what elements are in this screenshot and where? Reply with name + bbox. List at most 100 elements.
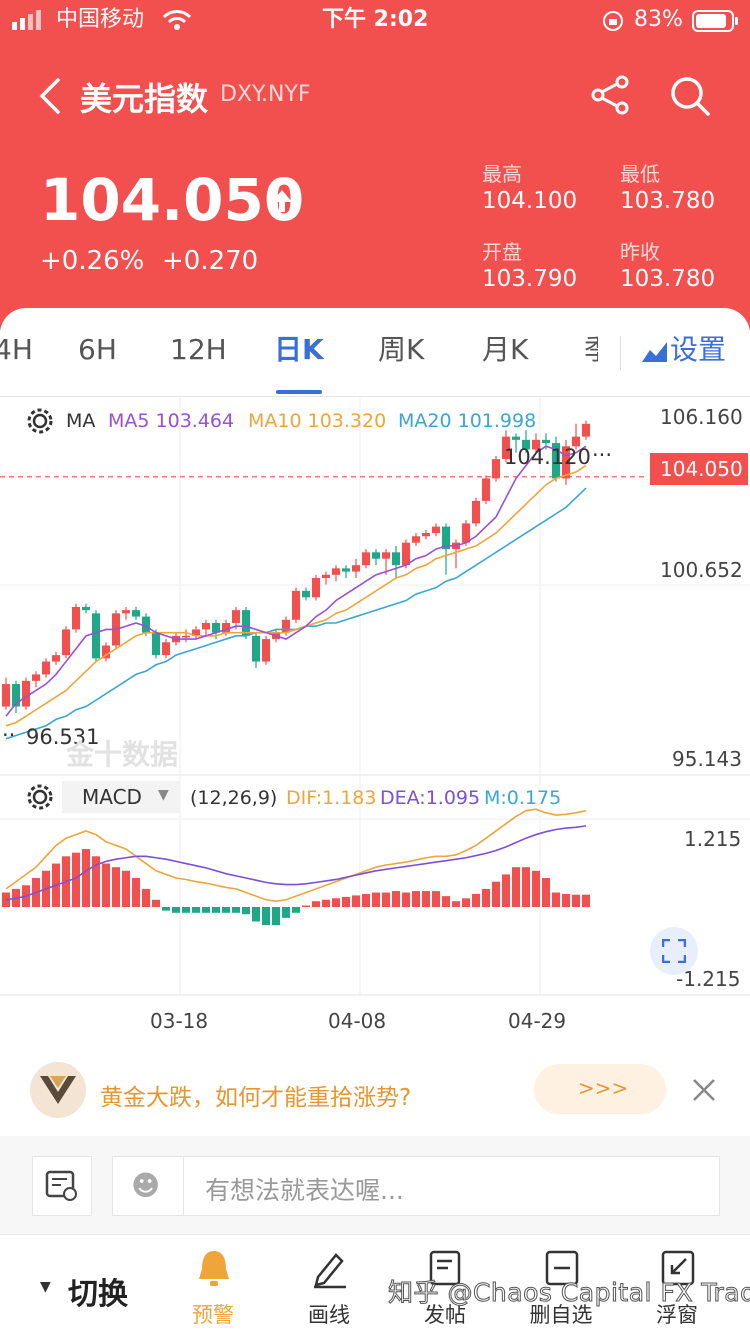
symbol-label: DXY.NYF (220, 82, 311, 107)
macd-dif: DIF:1.183 (286, 787, 377, 809)
current-price: 104.050 (40, 166, 305, 234)
switch-button[interactable]: 切换 (68, 1277, 128, 1312)
settings-button[interactable]: 设置 (670, 333, 727, 366)
carrier-label: 中国移动 (56, 7, 145, 32)
promo-banner[interactable]: 黄金大跌，如何才能重拾涨势? >>> (0, 1044, 750, 1136)
macd-bar (392, 891, 400, 907)
period-tabs: 4H 6H 12H 日K 周K 月K 季 设置 (0, 308, 750, 396)
tab-12h[interactable]: 12H (170, 333, 227, 366)
remove-watchlist-button[interactable]: 删自选 (516, 1235, 606, 1335)
pencil-icon (314, 1253, 346, 1289)
chart-settings-icon[interactable] (640, 338, 670, 366)
tab-weekly-k[interactable]: 周K (378, 333, 425, 366)
candle-body (572, 436, 580, 447)
prev-close-value: 103.780 (620, 266, 716, 292)
candle-body (82, 606, 90, 611)
draw-line-button[interactable]: 画线 (284, 1235, 374, 1335)
macd-bar (222, 907, 230, 913)
candle-body (152, 632, 160, 656)
macd-params: (12,26,9) (190, 787, 278, 809)
macd-bar (262, 907, 270, 926)
banner-go-label: >>> (578, 1076, 629, 1100)
comment-bar: ☻ 有想法就表达喔... (0, 1136, 750, 1234)
macd-indicator-select[interactable]: MACD ▼ (62, 781, 180, 813)
candle-body (52, 655, 60, 662)
watermark-text: 金十数据 (66, 738, 179, 771)
tab-daily-k[interactable]: 日K (274, 333, 324, 366)
kline-chart[interactable] (0, 397, 750, 1045)
candle-body (22, 680, 30, 707)
macd-bar (82, 849, 90, 907)
chart-panel[interactable]: MA MA5 103.464 MA10 103.320 MA20 101.998… (0, 396, 750, 1046)
candle-body (342, 568, 350, 572)
banner-go-button[interactable]: >>> (534, 1064, 666, 1114)
tab-4h[interactable]: 4H (0, 333, 33, 366)
candle-body (352, 565, 360, 572)
ma-settings-gear-icon[interactable] (26, 407, 54, 435)
candle-body (482, 478, 490, 501)
ma-label: MA (66, 410, 96, 432)
high-price-marker: 104.120 (504, 445, 591, 469)
candle-body (422, 533, 430, 537)
battery-percent: 83% (634, 7, 683, 32)
share-icon[interactable] (590, 74, 632, 116)
back-arrow-icon[interactable] (36, 76, 62, 116)
close-icon[interactable] (692, 1078, 716, 1102)
candle-body (472, 500, 480, 524)
ma20-value: MA20 101.998 (398, 410, 537, 432)
low-label: 最低 (620, 162, 660, 186)
candle-body (332, 568, 340, 575)
candle-body (252, 635, 260, 662)
candle-body (2, 684, 10, 707)
post-button[interactable]: 发帖 (400, 1235, 490, 1335)
fullscreen-button[interactable] (650, 927, 698, 975)
comment-input[interactable]: ☻ 有想法就表达喔... (112, 1156, 720, 1216)
candle-body (12, 684, 20, 707)
tab-quarterly-k[interactable]: 季 (584, 332, 598, 368)
candle-body (462, 523, 470, 543)
candle-body (522, 439, 530, 450)
open-value: 103.790 (482, 266, 578, 292)
candle-body (202, 623, 210, 630)
search-icon[interactable] (668, 74, 712, 118)
expand-icon (662, 939, 686, 963)
float-window-button[interactable]: 浮窗 (632, 1235, 722, 1335)
macd-bar (472, 893, 480, 907)
ma10-value: MA10 103.320 (248, 410, 387, 432)
tab-monthly-k[interactable]: 月K (482, 333, 529, 366)
input-divider (183, 1157, 184, 1215)
macd-bar (572, 894, 580, 907)
banner-logo (30, 1062, 86, 1118)
candle-body (42, 661, 50, 675)
triangle-down-icon[interactable]: ▼ (40, 1279, 51, 1295)
alert-button[interactable]: 预警 (168, 1235, 258, 1335)
candle-body (542, 439, 550, 444)
macd-bar (292, 907, 300, 913)
page-title: 美元指数 (80, 80, 209, 118)
wifi-icon (162, 10, 192, 30)
remove-watchlist-label: 删自选 (529, 1303, 593, 1327)
ma5-line (5, 445, 587, 717)
high-label: 最高 (482, 162, 522, 186)
macd-bar (342, 896, 350, 907)
emoji-icon[interactable]: ☻ (131, 1169, 161, 1202)
candle-body (132, 610, 140, 617)
chevron-down-icon: ▼ (158, 787, 169, 803)
macd-bar (232, 907, 240, 913)
news-button[interactable] (32, 1156, 92, 1216)
macd-bar (562, 893, 570, 907)
banner-text[interactable]: 黄金大跌，如何才能重拾涨势? (100, 1085, 412, 1111)
high-value: 104.100 (482, 188, 578, 214)
change-absolute: +0.270 (162, 246, 259, 276)
x-axis-label-3: 04-29 (508, 1009, 567, 1033)
macd-bar (302, 905, 310, 907)
tab-6h[interactable]: 6H (78, 333, 117, 366)
macd-bar (162, 907, 170, 911)
candle-body (302, 590, 310, 598)
candle-body (372, 552, 380, 559)
current-price-tag: 104.050 (650, 453, 748, 485)
macd-bar (552, 892, 560, 907)
macd-settings-gear-icon[interactable] (26, 783, 54, 811)
remove-watchlist-icon (545, 1250, 579, 1286)
clock-label: 下午 2:02 (322, 7, 429, 32)
